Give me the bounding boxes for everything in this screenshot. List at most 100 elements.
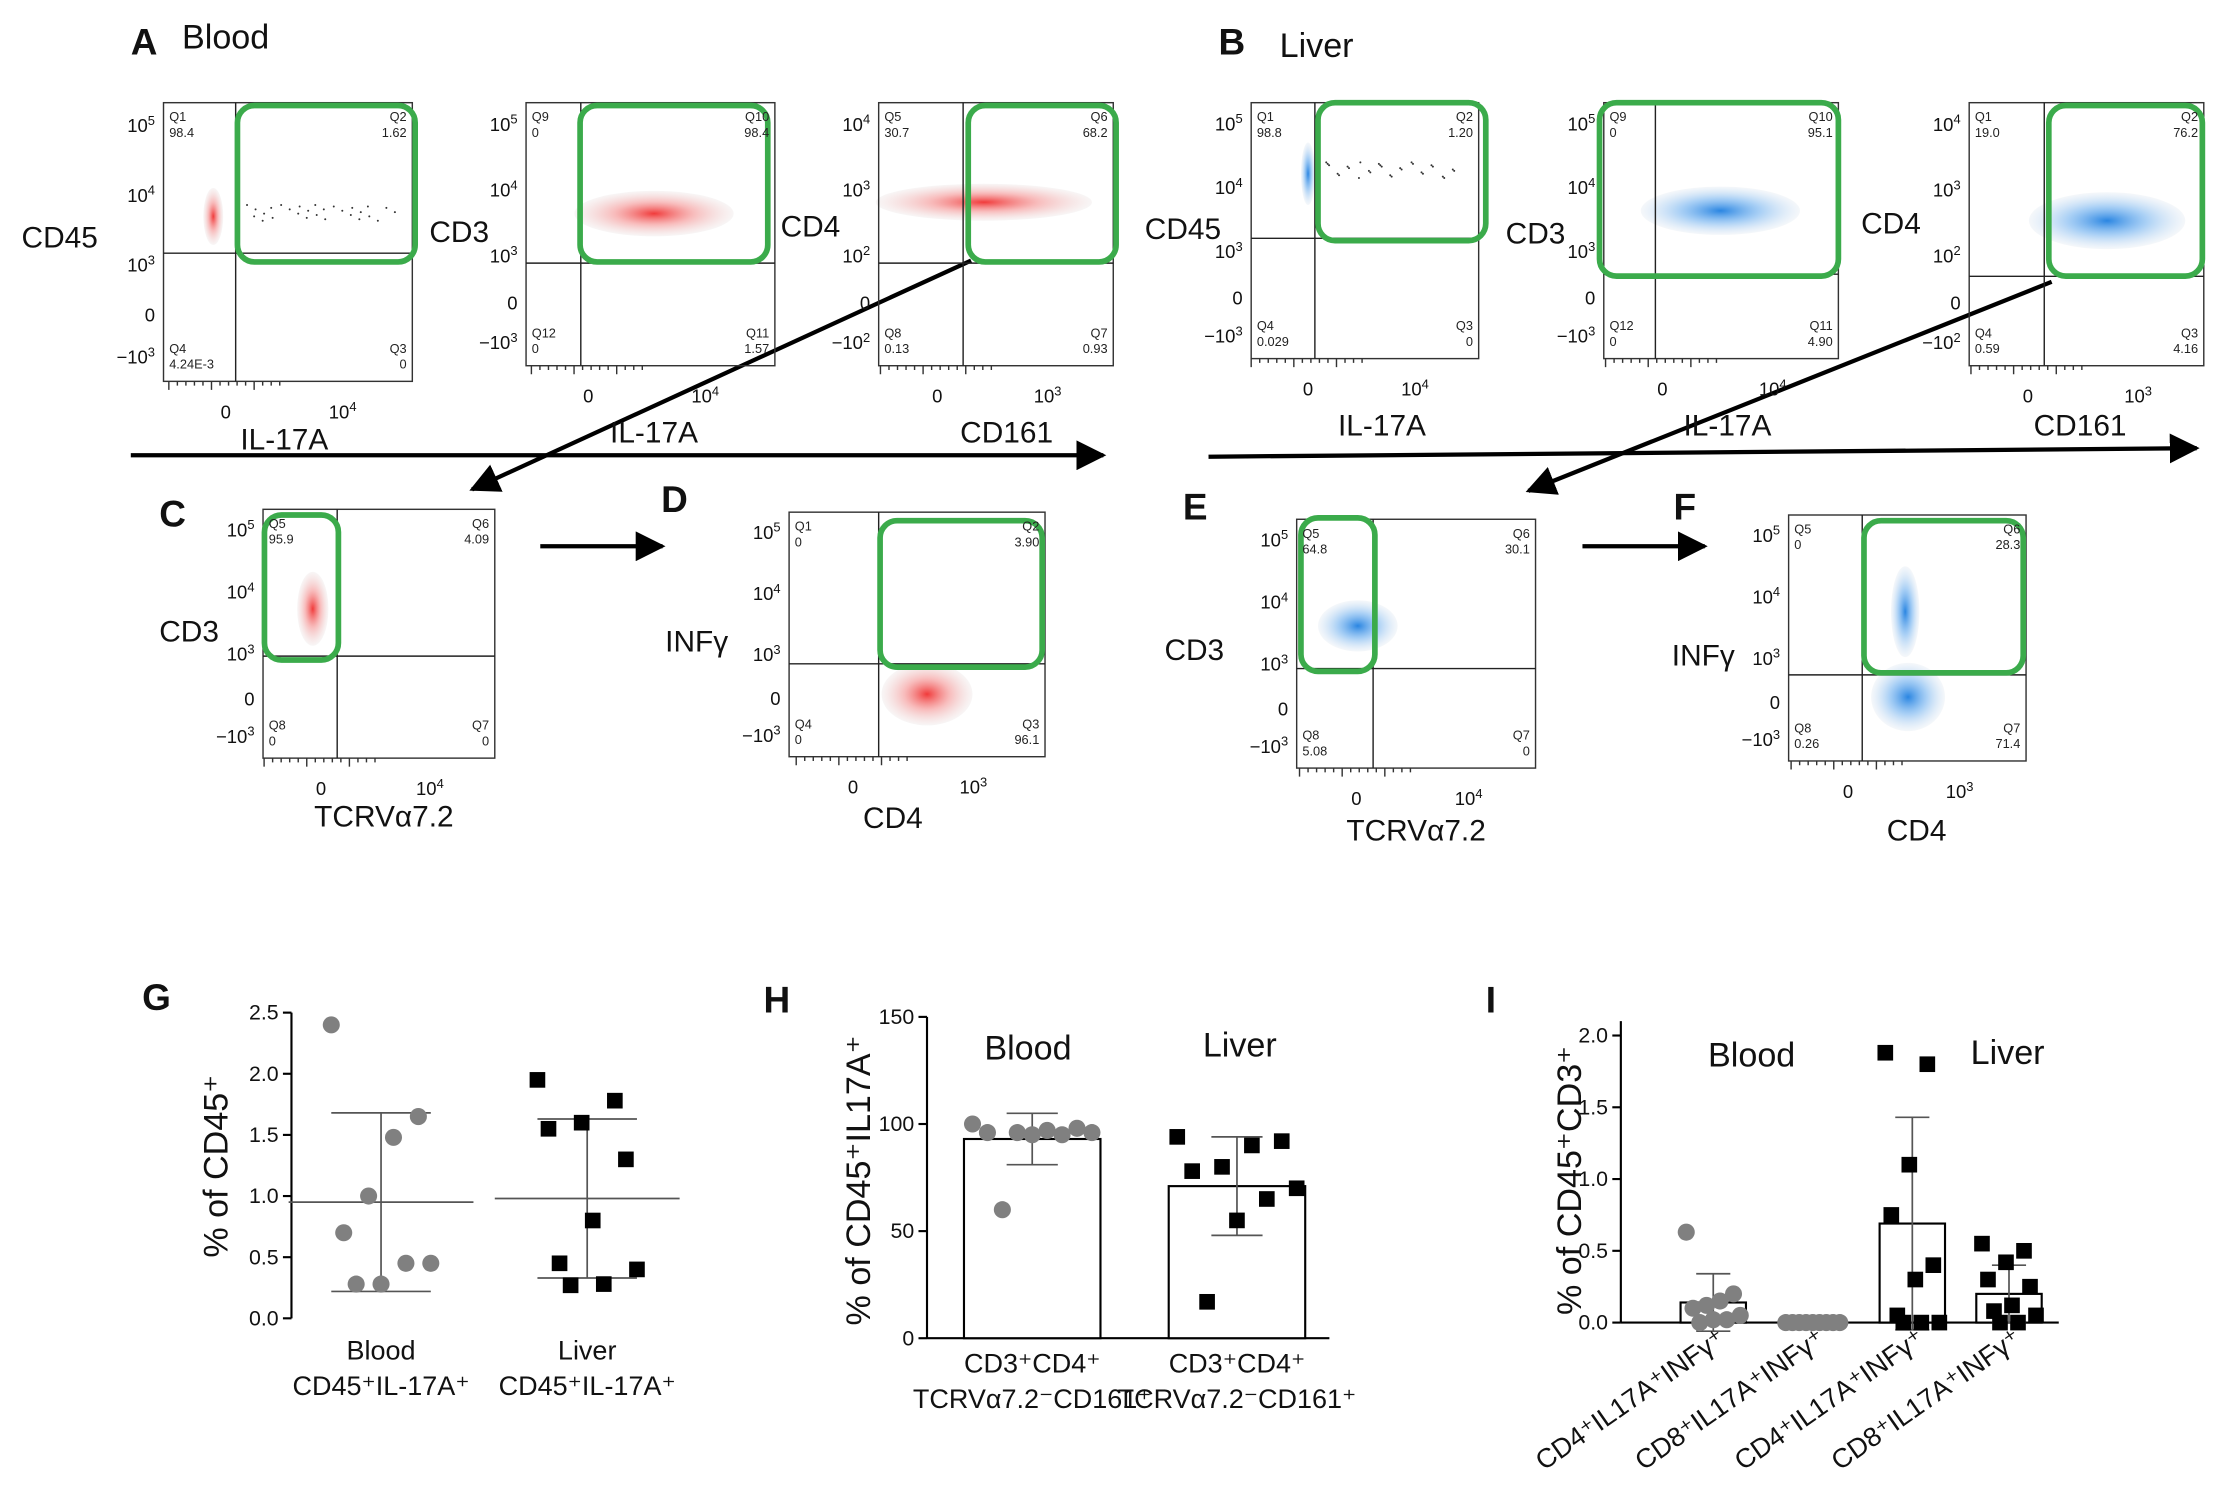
event-dot bbox=[324, 218, 327, 221]
quadrant-value: 3.90 bbox=[1014, 534, 1039, 549]
gate bbox=[877, 517, 1046, 670]
tick-base: −10 bbox=[216, 726, 247, 747]
x-axis-label: CD4 bbox=[1887, 815, 1947, 848]
data-point bbox=[1931, 1314, 1948, 1331]
quadrant-value: 95.1 bbox=[1808, 125, 1833, 140]
tick-exponent: 4 bbox=[247, 579, 254, 594]
data-point bbox=[2022, 1278, 2038, 1295]
tick-base: 10 bbox=[329, 401, 350, 422]
tick-base: 0 bbox=[1950, 293, 1960, 314]
event-dot bbox=[314, 204, 317, 207]
quadrant-value: 0 bbox=[1609, 334, 1616, 349]
data-point bbox=[1288, 1180, 1305, 1197]
tick-label: 105 bbox=[753, 520, 781, 543]
event-dot bbox=[1451, 168, 1454, 171]
annotation: Blood bbox=[1708, 1037, 1795, 1075]
tick-label: 104 bbox=[1455, 786, 1483, 809]
tick-label: 0 bbox=[1232, 287, 1242, 308]
event-dot bbox=[298, 205, 301, 208]
tick-base: 10 bbox=[1933, 180, 1954, 201]
data-point bbox=[978, 1124, 996, 1142]
density bbox=[574, 190, 734, 237]
data-point bbox=[1804, 1314, 1822, 1332]
tick-base: 0 bbox=[1843, 781, 1853, 802]
data-point bbox=[372, 1275, 390, 1293]
quadrant-name: Q8 bbox=[1302, 728, 1319, 743]
tick-base: 0 bbox=[244, 689, 254, 710]
quadrant-name: Q7 bbox=[472, 718, 489, 733]
density bbox=[1871, 662, 1946, 732]
data-point bbox=[409, 1108, 427, 1126]
tick-exponent: 3 bbox=[1773, 727, 1780, 742]
tick-label: −103 bbox=[1742, 727, 1781, 750]
data-point bbox=[1083, 1124, 1101, 1142]
y-axis-label: CD4 bbox=[1861, 207, 1921, 240]
event-dot bbox=[1357, 177, 1360, 180]
event-dot bbox=[351, 206, 354, 209]
plot-frame bbox=[262, 508, 496, 759]
tick-exponent: 3 bbox=[247, 642, 254, 657]
quadrant-value: 0 bbox=[1794, 537, 1801, 552]
event-dot bbox=[1367, 169, 1370, 172]
event-dot bbox=[246, 204, 249, 207]
data-point bbox=[360, 1187, 378, 1205]
quadrant-value: 76.2 bbox=[2173, 125, 2198, 140]
tick-label: 103 bbox=[1568, 239, 1596, 262]
category-label: Blood bbox=[347, 1336, 416, 1366]
tick-label: 103 bbox=[842, 177, 870, 200]
tick-base: 0 bbox=[1278, 698, 1288, 719]
event-dot bbox=[1453, 169, 1456, 172]
data-point bbox=[2004, 1297, 2020, 1314]
y-axis-label: CD4 bbox=[781, 210, 841, 243]
data-point bbox=[347, 1275, 365, 1293]
quadrant-name: Q5 bbox=[884, 109, 901, 124]
tick-base: 10 bbox=[753, 522, 774, 543]
tick-base: 10 bbox=[842, 180, 863, 201]
tick-label: 0 bbox=[770, 688, 780, 709]
tick-base: 0 bbox=[848, 777, 858, 798]
x-axis-label: IL-17A bbox=[610, 416, 698, 449]
quadrant-value: 0 bbox=[1466, 334, 1473, 349]
data-point bbox=[1974, 1235, 1990, 1252]
tick-base: 0 bbox=[860, 293, 870, 314]
quadrant-name: Q8 bbox=[884, 325, 901, 340]
data-point bbox=[1980, 1271, 1996, 1288]
quadrant-name: Q9 bbox=[1609, 109, 1626, 124]
quadrant-name: Q1 bbox=[795, 519, 812, 534]
quadrant-name: Q3 bbox=[1456, 318, 1473, 333]
quadrant-name: Q2 bbox=[2181, 109, 2198, 124]
tick-label: 103 bbox=[1752, 646, 1780, 669]
data-point bbox=[1877, 1044, 1894, 1061]
event-dot bbox=[359, 211, 362, 214]
event-dot bbox=[366, 205, 369, 208]
event-dot bbox=[307, 209, 310, 212]
event-dot bbox=[1430, 164, 1433, 167]
y-axis-label: CD45 bbox=[1145, 213, 1221, 246]
category-label: CD3⁺CD4⁺ bbox=[1169, 1348, 1306, 1378]
y-tick-label: 0.0 bbox=[1578, 1311, 1608, 1335]
density bbox=[297, 571, 329, 646]
category-label: CD45⁺IL-17A⁺ bbox=[292, 1371, 469, 1401]
data-point bbox=[584, 1212, 601, 1229]
tick-base: −10 bbox=[116, 346, 147, 367]
tick-label: 102 bbox=[1933, 243, 1961, 266]
arrow bbox=[1208, 433, 2200, 464]
event-dot bbox=[315, 214, 318, 217]
quadrant-value: 71.4 bbox=[1995, 736, 2020, 751]
plot-frame bbox=[877, 101, 1114, 367]
y-tick-label: 2.0 bbox=[249, 1062, 279, 1086]
gate bbox=[1315, 99, 1489, 244]
panel-letter: H bbox=[764, 980, 791, 1021]
tick-label: 102 bbox=[842, 243, 870, 266]
tick-exponent: 3 bbox=[1235, 239, 1242, 254]
tick-base: 0 bbox=[1351, 788, 1361, 809]
tick-label: −103 bbox=[116, 344, 155, 367]
tick-base: 10 bbox=[1759, 379, 1780, 400]
tick-label: 103 bbox=[1933, 177, 1961, 200]
tick-exponent: 4 bbox=[1235, 175, 1242, 190]
event-dot bbox=[263, 212, 266, 215]
tick-exponent: 3 bbox=[148, 252, 155, 267]
gate bbox=[965, 102, 1119, 265]
quadrant-value: 1.62 bbox=[382, 125, 407, 140]
